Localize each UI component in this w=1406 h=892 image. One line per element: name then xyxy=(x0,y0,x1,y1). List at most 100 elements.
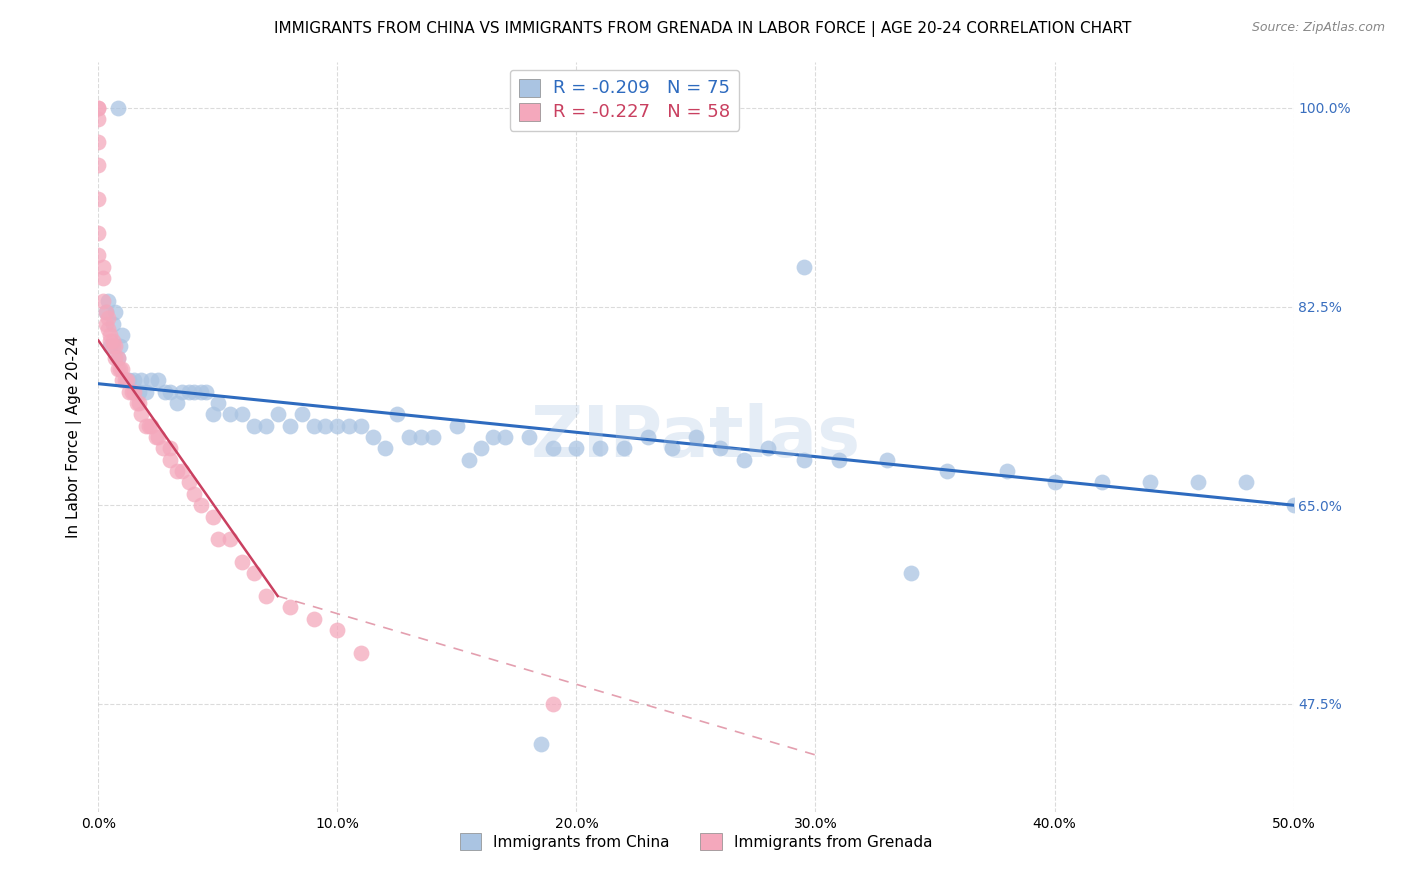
Point xyxy=(91,260,114,274)
Point xyxy=(1187,475,1209,490)
Point xyxy=(148,373,170,387)
Point xyxy=(121,384,143,399)
Point xyxy=(101,317,124,331)
Point xyxy=(278,600,301,615)
Point xyxy=(111,327,134,342)
Point xyxy=(202,509,225,524)
Point xyxy=(1282,498,1305,512)
Point xyxy=(107,351,129,365)
Point xyxy=(374,442,396,456)
Point xyxy=(267,408,290,422)
Point xyxy=(828,452,851,467)
Point xyxy=(458,452,481,467)
Point xyxy=(756,442,779,456)
Point xyxy=(152,442,174,456)
Point xyxy=(118,373,141,387)
Point xyxy=(661,442,683,456)
Point xyxy=(350,646,373,660)
Point xyxy=(326,418,349,433)
Point xyxy=(1043,475,1066,490)
Point xyxy=(104,351,127,365)
Point xyxy=(172,464,194,478)
Point xyxy=(876,452,898,467)
Point xyxy=(166,396,188,410)
Point xyxy=(104,305,127,319)
Point xyxy=(278,418,301,433)
Point xyxy=(159,442,181,456)
Point xyxy=(494,430,516,444)
Point xyxy=(135,384,157,399)
Legend: Immigrants from China, Immigrants from Grenada: Immigrants from China, Immigrants from G… xyxy=(454,827,938,856)
Point xyxy=(398,430,420,444)
Point xyxy=(104,339,127,353)
Point xyxy=(131,373,153,387)
Point xyxy=(166,464,188,478)
Point xyxy=(118,384,141,399)
Point xyxy=(411,430,433,444)
Point xyxy=(541,442,564,456)
Point xyxy=(339,418,361,433)
Point xyxy=(111,373,134,387)
Point xyxy=(172,384,194,399)
Point xyxy=(159,452,181,467)
Point xyxy=(128,396,150,410)
Point xyxy=(108,339,131,353)
Point xyxy=(131,408,153,422)
Point xyxy=(111,362,134,376)
Point xyxy=(219,408,242,422)
Point xyxy=(231,555,253,569)
Point xyxy=(155,384,177,399)
Point xyxy=(139,418,162,433)
Point xyxy=(148,430,170,444)
Point xyxy=(91,271,114,285)
Point xyxy=(97,310,120,325)
Point xyxy=(326,623,349,637)
Text: Source: ZipAtlas.com: Source: ZipAtlas.com xyxy=(1251,21,1385,34)
Point xyxy=(685,430,707,444)
Point xyxy=(1091,475,1114,490)
Point xyxy=(733,452,755,467)
Point xyxy=(302,418,325,433)
Point xyxy=(637,430,659,444)
Point xyxy=(114,373,136,387)
Point xyxy=(207,533,229,547)
Point xyxy=(124,373,146,387)
Point xyxy=(87,248,110,262)
Point xyxy=(94,305,117,319)
Point xyxy=(995,464,1018,478)
Point xyxy=(1234,475,1257,490)
Point xyxy=(1139,475,1161,490)
Point xyxy=(87,226,110,240)
Point xyxy=(124,384,146,399)
Point xyxy=(87,158,110,172)
Point xyxy=(363,430,385,444)
Point xyxy=(145,430,167,444)
Point xyxy=(254,418,277,433)
Point xyxy=(87,112,110,127)
Point xyxy=(107,351,129,365)
Point xyxy=(291,408,314,422)
Point xyxy=(195,384,218,399)
Point xyxy=(350,418,373,433)
Point xyxy=(125,396,148,410)
Point xyxy=(541,697,564,711)
Point xyxy=(530,737,553,751)
Point xyxy=(385,408,409,422)
Point xyxy=(481,430,505,444)
Point xyxy=(107,101,129,115)
Point xyxy=(243,566,266,581)
Point xyxy=(302,612,325,626)
Point xyxy=(179,384,201,399)
Point xyxy=(101,339,124,353)
Point xyxy=(207,396,229,410)
Y-axis label: In Labor Force | Age 20-24: In Labor Force | Age 20-24 xyxy=(66,336,83,538)
Point xyxy=(243,418,266,433)
Point xyxy=(108,362,131,376)
Point xyxy=(98,334,122,348)
Point xyxy=(101,334,124,348)
Point xyxy=(97,293,120,308)
Point xyxy=(446,418,468,433)
Point xyxy=(709,442,731,456)
Point xyxy=(94,305,117,319)
Point xyxy=(179,475,201,490)
